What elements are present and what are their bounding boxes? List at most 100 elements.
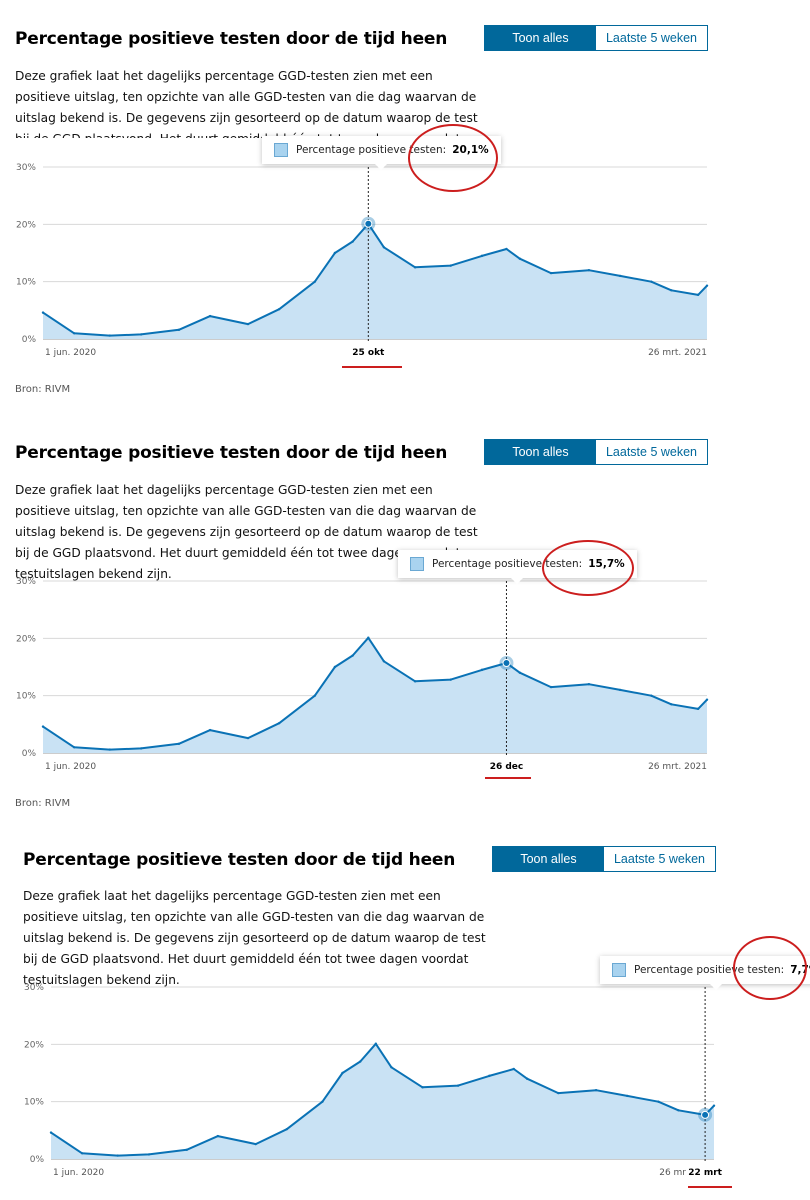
data-point [139,333,143,336]
data-point [351,654,354,657]
x-end-label: 26 mr [659,1168,686,1178]
data-point [705,284,709,287]
data-point [382,246,386,249]
data-point [333,665,337,669]
y-tick-label: 0% [30,1155,45,1165]
area-fill [43,637,707,753]
data-point [108,334,112,337]
data-point [449,678,452,681]
annotation-underline [342,366,402,368]
selected-point [364,219,373,228]
area-chart[interactable]: 0% 10% 20% 30% 1 jun. 2020 26 mrt. 2021 25 okt [0,0,810,380]
view-toggle: Toon alles Laatste 5 weken [484,439,708,465]
data-point [246,322,250,326]
last-5-weeks-button[interactable]: Laatste 5 weken [596,440,707,464]
legend-swatch [410,557,424,571]
data-point [505,247,508,251]
data-point [480,668,484,672]
data-point [677,1109,680,1112]
area-fill [43,223,707,339]
data-point [285,1127,289,1131]
x-active-label: 22 mrt [688,1168,722,1178]
y-tick-label: 30% [24,983,44,993]
data-point [670,289,673,292]
view-toggle: Toon alles Laatste 5 weken [484,25,708,51]
data-point [557,1091,560,1095]
data-point [618,274,622,278]
data-point [518,257,522,260]
data-point [208,728,212,732]
y-tick-label: 10% [24,1098,44,1108]
data-point [705,698,709,701]
data-point [41,725,45,728]
legend-swatch [612,963,626,977]
show-all-button[interactable]: Toon alles [493,847,604,871]
data-point [321,1100,324,1103]
data-point [382,660,386,663]
data-point [313,694,317,697]
annotation-underline [688,1186,732,1188]
show-all-button[interactable]: Toon alles [485,26,596,50]
data-point [41,311,45,314]
last-5-weeks-button[interactable]: Laatste 5 weken [596,26,707,50]
data-point [618,688,622,692]
data-point [277,721,281,725]
y-tick-label: 0% [22,749,37,759]
source-label: Bron: RIVM [15,798,71,809]
last-5-weeks-button[interactable]: Laatste 5 weken [604,847,715,871]
y-tick-label: 10% [16,692,36,702]
area-chart[interactable]: 0% 10% 20% 30% 1 jun. 2020 26 mrt. 2021 26 dec [0,414,810,794]
data-point [696,707,700,711]
chart-panel-2: Percentage positieve testen door de tijd… [0,414,810,809]
x-active-label: 26 dec [490,762,524,772]
data-point [333,251,337,255]
chart-description: Deze grafiek laat het dagelijks percenta… [15,69,478,138]
data-point [594,1089,598,1092]
data-point [246,736,250,740]
data-point [480,254,484,258]
data-point [313,280,317,283]
chart-title: Percentage positieve testen door de tijd… [15,443,448,463]
data-point [72,332,76,335]
annotation-circle [542,540,634,596]
x-end-label: 26 mrt. 2021 [648,762,707,772]
data-point [549,271,553,275]
x-end-label: 26 mrt. 2021 [648,348,707,358]
data-point [512,1067,515,1071]
y-tick-label: 20% [16,220,36,230]
view-toggle: Toon alles Laatste 5 weken [492,846,716,872]
data-point [650,694,653,697]
data-point [147,1153,151,1156]
x-start-label: 1 jun. 2020 [53,1168,104,1178]
x-start-label: 1 jun. 2020 [45,348,96,358]
data-point [374,1042,378,1045]
y-tick-label: 30% [16,577,36,587]
data-point [549,685,553,689]
data-point [72,746,76,749]
data-point [390,1066,393,1069]
area-fill [51,1043,714,1159]
area-chart[interactable]: 0% 10% 20% 30% 1 jun. 2020 26 mr 22 mrt [0,820,810,1200]
y-tick-label: 30% [16,163,36,173]
data-point [277,307,281,311]
data-point [650,280,653,283]
data-point [657,1100,660,1103]
show-all-button[interactable]: Toon alles [485,440,596,464]
legend-swatch [274,143,288,157]
chart-description: Deze grafiek laat het dagelijks percenta… [23,889,486,987]
data-point [254,1142,257,1146]
data-point [341,1071,344,1075]
data-point [359,1060,362,1063]
data-point [177,328,181,332]
annotation-circle [408,124,498,192]
data-point [587,683,591,686]
chart-panel-1: Percentage positieve testen door de tijd… [0,0,810,410]
data-point [49,1131,53,1134]
data-point [413,680,417,683]
data-point [696,293,700,297]
x-start-label: 1 jun. 2020 [45,762,96,772]
annotation-underline [485,777,531,779]
data-point [185,1148,188,1152]
data-point [367,636,370,639]
